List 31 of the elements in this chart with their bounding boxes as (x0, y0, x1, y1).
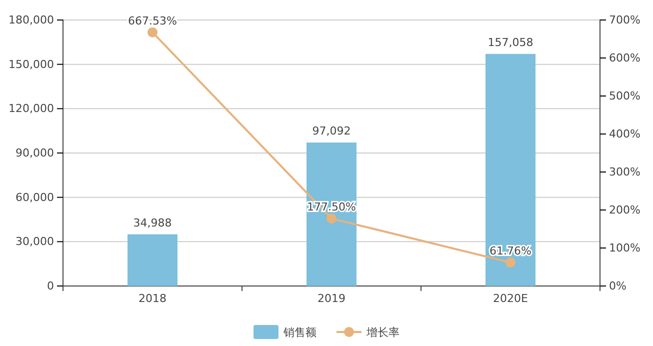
y2-tick-label: 500% (609, 90, 640, 103)
point (506, 258, 516, 268)
y2-tick-label: 400% (609, 128, 640, 141)
bar (306, 142, 356, 286)
data-label: 97,092 (312, 124, 351, 138)
y-tick-label: 0 (47, 280, 54, 293)
bar (128, 234, 178, 286)
y-tick-label: 180,000 (8, 14, 54, 27)
y-tick-label: 90,000 (16, 146, 54, 160)
y2-tick-label: 600% (609, 52, 640, 65)
data-label: 61.76% (490, 244, 532, 258)
x-tick-label: 2020E (493, 292, 528, 305)
y2-tick-label: 100% (609, 242, 640, 255)
y-tick-label: 150,000 (8, 58, 54, 71)
bar (486, 54, 536, 286)
x-tick-label: 2018 (138, 292, 166, 305)
x-tick-label: 2019 (318, 292, 346, 305)
y-tick-label: 60,000 (16, 190, 54, 204)
y2-tick-label: 200% (609, 204, 640, 217)
legend-label: 销售额 (282, 326, 316, 339)
y2-tick-label: 300% (609, 166, 640, 179)
data-label: 667.53% (128, 14, 177, 28)
point (326, 214, 336, 224)
y-tick-label: 120,000 (8, 102, 54, 116)
legend-label: 增长率 (366, 326, 400, 339)
y2-tick-label: 0% (609, 280, 626, 293)
data-label: 157,058 (488, 36, 534, 49)
point (148, 27, 158, 38)
y2-tick-label: 700% (609, 14, 640, 27)
data-label: 34,988 (133, 216, 172, 230)
y-tick-label: 30,000 (16, 235, 54, 248)
